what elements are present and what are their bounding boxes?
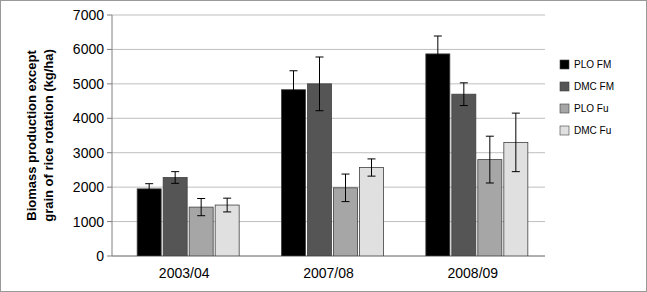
error-bar xyxy=(368,159,376,176)
x-tick-label: 2008/09 xyxy=(448,265,499,281)
bar xyxy=(452,94,476,256)
y-tick-label: 3000 xyxy=(73,145,104,161)
bar xyxy=(360,168,384,256)
y-tick-label: 2000 xyxy=(73,179,104,195)
y-tick xyxy=(107,83,112,84)
grid-line xyxy=(112,49,545,50)
bar xyxy=(282,90,306,256)
chart-frame xyxy=(1,1,647,292)
y-tick xyxy=(107,221,112,222)
legend-swatch xyxy=(560,126,569,135)
error-bar xyxy=(145,184,153,194)
bar xyxy=(426,54,450,256)
legend-swatch xyxy=(560,82,569,91)
error-bar xyxy=(460,83,468,106)
legend-label: PLO Fu xyxy=(574,103,608,114)
error-bar xyxy=(290,71,298,109)
y-tick xyxy=(107,15,112,16)
y-tick xyxy=(107,152,112,153)
bar xyxy=(137,189,161,256)
y-tick xyxy=(107,118,112,119)
y-tick xyxy=(107,187,112,188)
y-axis-label: Biomass production exceptgrain of rice r… xyxy=(24,49,56,222)
y-tick-label: 1000 xyxy=(73,214,104,230)
error-bar xyxy=(197,199,205,216)
error-bar xyxy=(512,113,520,172)
y-tick-label: 0 xyxy=(96,248,104,264)
error-bar xyxy=(434,36,442,72)
bar xyxy=(163,178,187,256)
error-bar xyxy=(486,136,494,183)
plot-marks xyxy=(137,36,528,256)
grid-line xyxy=(112,15,545,16)
x-tick-label: 2003/04 xyxy=(159,265,210,281)
error-bar xyxy=(316,57,324,111)
x-tick-label: 2007/08 xyxy=(303,265,354,281)
y-tick xyxy=(107,256,112,257)
legend-swatch xyxy=(560,104,569,113)
error-bar xyxy=(342,174,350,202)
legend-label: DMC FM xyxy=(574,81,614,92)
y-tick-label: 4000 xyxy=(73,110,104,126)
y-axis-label-line: Biomass production except xyxy=(24,50,39,221)
chart-root: 0 1000 2000 3000 4000 5000 6000 7000 Biomass pro… xyxy=(0,0,647,292)
error-bar xyxy=(223,198,231,212)
legend-swatch xyxy=(560,60,569,69)
y-tick-label: 7000 xyxy=(73,7,104,23)
y-tick xyxy=(107,49,112,50)
legend-label: PLO FM xyxy=(574,59,611,70)
y-axis-label-line: grain of rice rotation (kg/ha) xyxy=(41,49,56,222)
y-axis xyxy=(112,15,113,256)
bar xyxy=(215,205,239,256)
y-tick-label: 6000 xyxy=(73,41,104,57)
error-bar xyxy=(171,172,179,184)
legend-label: DMC Fu xyxy=(574,125,611,136)
chart: 0 1000 2000 3000 4000 5000 6000 7000 Biomass pro… xyxy=(0,0,647,292)
y-tick-label: 5000 xyxy=(73,76,104,92)
